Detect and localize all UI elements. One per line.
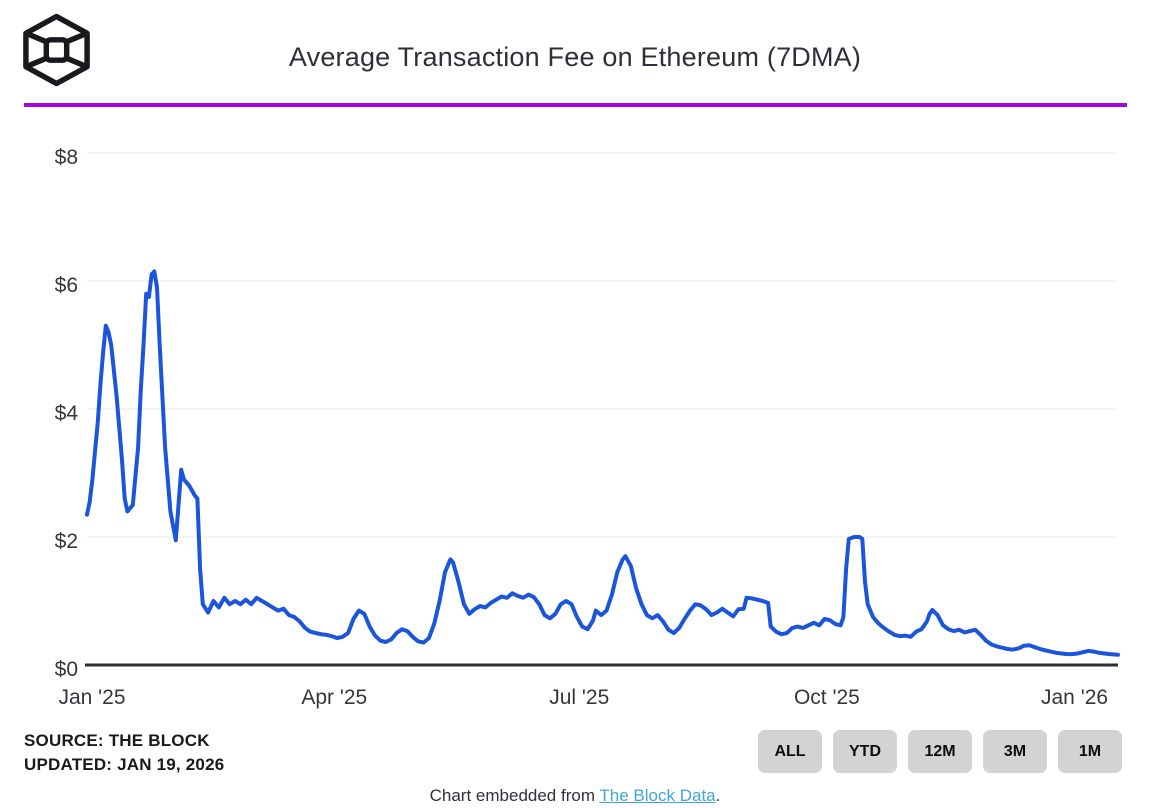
x-axis-label: Jan '26: [1041, 686, 1109, 709]
fee-line-series: [85, 269, 1120, 657]
range-button-3m[interactable]: 3M: [983, 730, 1047, 773]
x-axis-label: Oct '25: [793, 686, 860, 709]
accent-rule: [24, 103, 1127, 107]
x-axis-label: Jan '25: [58, 686, 126, 709]
y-axis-label: $6: [54, 274, 78, 297]
range-button-ytd[interactable]: YTD: [833, 730, 897, 773]
range-selector: ALL YTD 12M 3M 1M: [758, 730, 1122, 773]
chart-title: Average Transaction Fee on Ethereum (7DM…: [288, 42, 862, 72]
y-axis-label: $0: [54, 658, 78, 681]
the-block-cube-icon: [23, 13, 90, 87]
y-axis-label: $8: [54, 146, 78, 169]
range-button-12m[interactable]: 12M: [908, 730, 972, 773]
y-axis-label: $2: [54, 530, 78, 553]
x-axis-label: Jul '25: [549, 686, 610, 709]
range-button-1m[interactable]: 1M: [1058, 730, 1122, 773]
caption-suffix: .: [715, 786, 721, 805]
the-block-logo[interactable]: [23, 13, 90, 87]
embed-caption: Chart embedded from The Block Data.: [0, 786, 1150, 806]
caption-prefix: Chart embedded from: [429, 786, 600, 805]
range-button-all[interactable]: ALL: [758, 730, 822, 773]
updated-line: UPDATED: JAN 19, 2026: [24, 755, 225, 774]
source-line: SOURCE: THE BLOCK: [24, 731, 210, 750]
the-block-data-link[interactable]: The Block Data: [599, 786, 716, 805]
y-axis-label: $4: [54, 402, 78, 425]
source-block: SOURCE: THE BLOCK UPDATED: JAN 19, 2026: [24, 729, 224, 777]
x-axis-label: Apr '25: [301, 686, 368, 709]
